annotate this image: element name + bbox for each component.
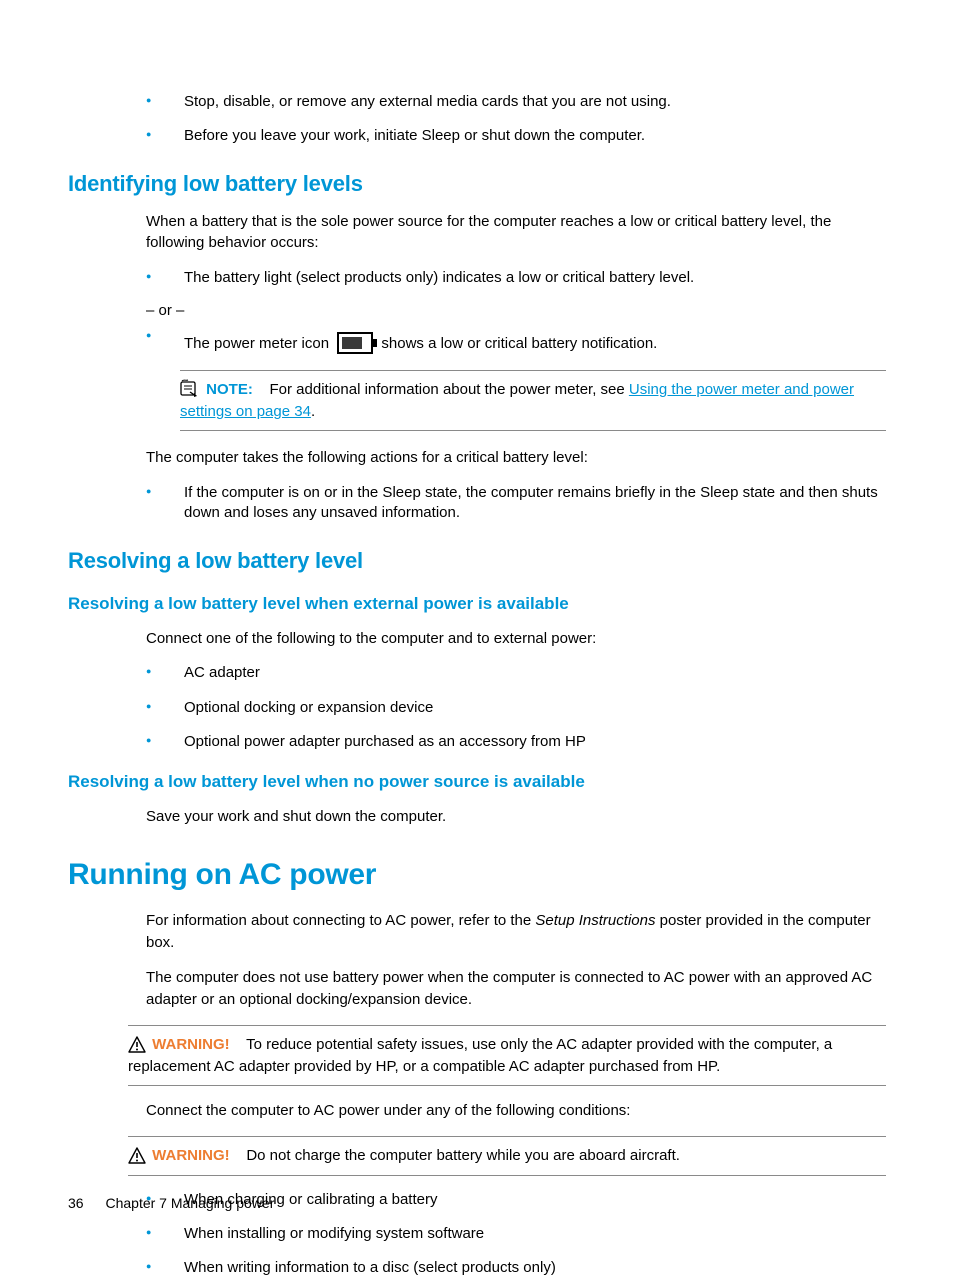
text-fragment: The power meter icon [184,335,333,352]
list-item-text: If the computer is on or in the Sleep st… [184,484,878,521]
warning-icon [128,1147,146,1165]
italic-text: Setup Instructions [535,912,655,929]
top-bullet-list: Stop, disable, or remove any external me… [146,92,886,147]
note-text: For additional information about the pow… [270,381,629,398]
list-item-text: Stop, disable, or remove any external me… [184,93,671,110]
paragraph: The computer takes the following actions… [146,447,886,469]
list-item-text: When installing or modifying system soft… [184,1225,484,1242]
list-item: When installing or modifying system soft… [146,1224,886,1244]
text-fragment: For information about connecting to AC p… [146,912,535,929]
list-item-with-icon: The power meter icon shows a low or crit… [146,333,886,356]
note-callout: NOTE: For additional information about t… [180,370,886,432]
warning-icon [128,1036,146,1054]
list-item: The battery light (select products only)… [146,268,886,288]
paragraph: For information about connecting to AC p… [146,910,886,954]
heading-resolving-low-battery: Resolving a low battery level [68,548,886,574]
list-item-text: AC adapter [184,664,260,681]
page-footer: 36 Chapter 7 Managing power [68,1195,274,1211]
list-item: Stop, disable, or remove any external me… [146,92,886,112]
paragraph: The computer does not use battery power … [146,967,886,1011]
bullet-list: AC adapter Optional docking or expansion… [146,663,886,752]
bullet-list: The battery light (select products only)… [146,268,886,288]
page-number: 36 [68,1195,84,1211]
list-item: If the computer is on or in the Sleep st… [146,483,886,524]
list-item: Before you leave your work, initiate Sle… [146,126,886,146]
heading-identifying-low-battery: Identifying low battery levels [68,171,886,197]
paragraph: Save your work and shut down the compute… [146,806,886,828]
or-separator: – or – [146,302,886,319]
warning-label: WARNING! [152,1147,230,1164]
subheading-external-power: Resolving a low battery level when exter… [68,594,886,614]
warning-text: To reduce potential safety issues, use o… [128,1036,832,1075]
list-item: AC adapter [146,663,886,683]
paragraph: When a battery that is the sole power so… [146,211,886,255]
bullet-list: If the computer is on or in the Sleep st… [146,483,886,524]
paragraph: Connect one of the following to the comp… [146,628,886,650]
text-fragment: shows a low or critical battery notifica… [381,335,657,352]
heading-running-on-ac-power: Running on AC power [68,858,886,892]
warning-callout: WARNING! Do not charge the computer batt… [128,1136,886,1176]
document-page: Stop, disable, or remove any external me… [0,0,954,1271]
note-label: NOTE: [206,381,253,398]
chapter-label: Chapter 7 Managing power [105,1195,274,1211]
note-icon [180,379,198,397]
paragraph: Connect the computer to AC power under a… [146,1100,886,1122]
list-item: Optional docking or expansion device [146,698,886,718]
warning-callout: WARNING! To reduce potential safety issu… [128,1025,886,1087]
note-text-post: . [311,403,315,420]
battery-meter-icon [337,332,373,354]
list-item-text: Before you leave your work, initiate Sle… [184,127,645,144]
warning-text: Do not charge the computer battery while… [246,1147,680,1164]
warning-label: WARNING! [152,1036,230,1053]
list-item-text: Optional power adapter purchased as an a… [184,733,586,750]
page-content: Stop, disable, or remove any external me… [68,92,886,1279]
list-item-text: Optional docking or expansion device [184,699,433,716]
subheading-no-power-source: Resolving a low battery level when no po… [68,772,886,792]
list-item-text: The battery light (select products only)… [184,269,694,286]
list-item: Optional power adapter purchased as an a… [146,732,886,752]
list-item-text: When writing information to a disc (sele… [184,1259,556,1276]
list-item: When writing information to a disc (sele… [146,1258,886,1278]
